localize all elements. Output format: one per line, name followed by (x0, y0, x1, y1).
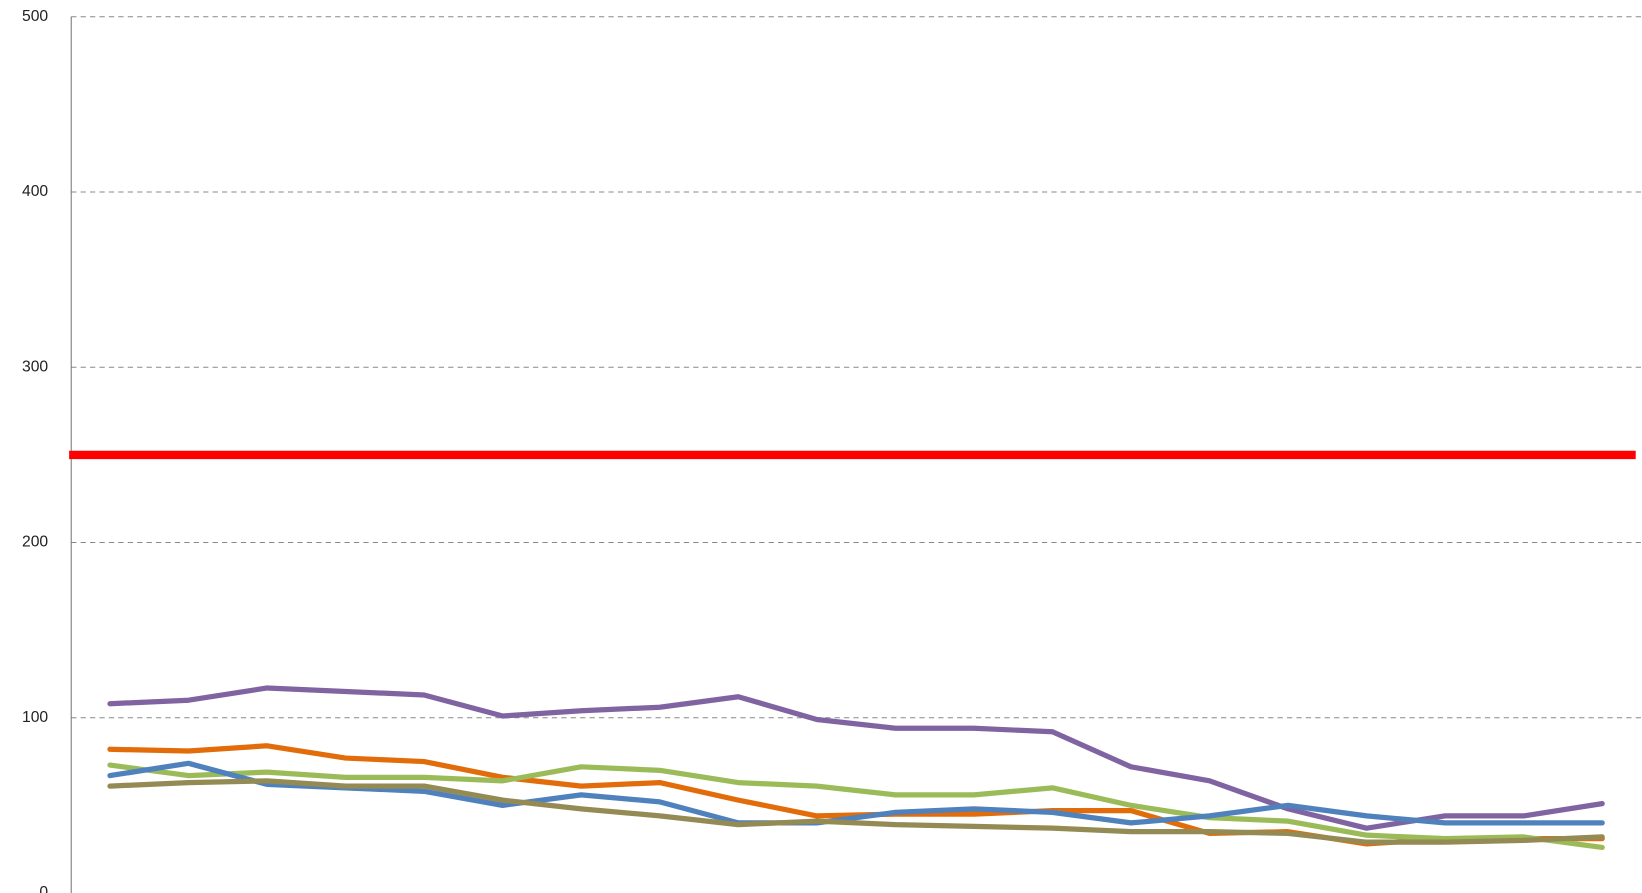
y-tick-label: 400 (22, 183, 48, 200)
series-line (107, 685, 1605, 831)
y-tick-label: 500 (22, 8, 48, 25)
y-tick-label: 200 (22, 534, 48, 551)
series-line (107, 743, 1605, 847)
series-line (107, 778, 1605, 845)
series-line (107, 762, 1605, 851)
y-tick-label: 0 (39, 884, 48, 893)
y-tick-label: 300 (22, 358, 48, 375)
y-tick-label: 100 (22, 709, 48, 726)
